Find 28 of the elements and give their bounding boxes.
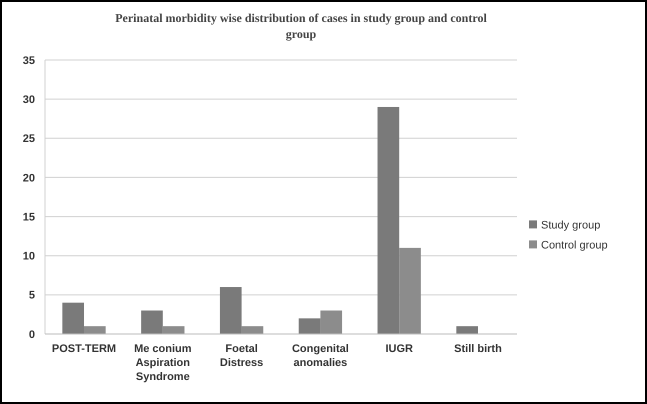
bar <box>456 326 478 334</box>
y-tick-label: 0 <box>28 328 35 341</box>
y-tick-label: 5 <box>28 290 35 302</box>
bar <box>399 248 421 334</box>
bar <box>62 302 84 334</box>
x-tick-label: Congenital anomalies <box>292 343 349 369</box>
y-tick-label: 25 <box>22 133 35 146</box>
x-tick-label: Still birth <box>454 343 502 355</box>
bar <box>162 326 184 334</box>
x-tick-label: Me conium Aspiration Syndrome <box>134 343 192 383</box>
y-tick-label: 35 <box>22 54 35 67</box>
chart-title: Perinatal morbidity wise distribution of cases in study group and control group <box>115 11 488 41</box>
x-tick-label: Foetal Distress <box>220 343 264 369</box>
bar <box>320 310 342 334</box>
legend-label: Study group <box>541 219 600 232</box>
bar <box>84 326 106 334</box>
bar <box>242 326 264 334</box>
y-tick-label: 10 <box>22 250 35 263</box>
bar <box>141 310 163 334</box>
x-tick-label: POST-TERM <box>52 343 116 355</box>
legend-label: Control group <box>541 239 608 252</box>
bar <box>298 318 320 334</box>
y-tick-label: 15 <box>22 211 35 224</box>
y-tick-label: 30 <box>22 94 35 106</box>
x-tick-label: IUGR <box>385 343 414 355</box>
y-tick-label: 20 <box>22 172 35 184</box>
bar <box>378 106 400 334</box>
bar <box>220 287 242 334</box>
